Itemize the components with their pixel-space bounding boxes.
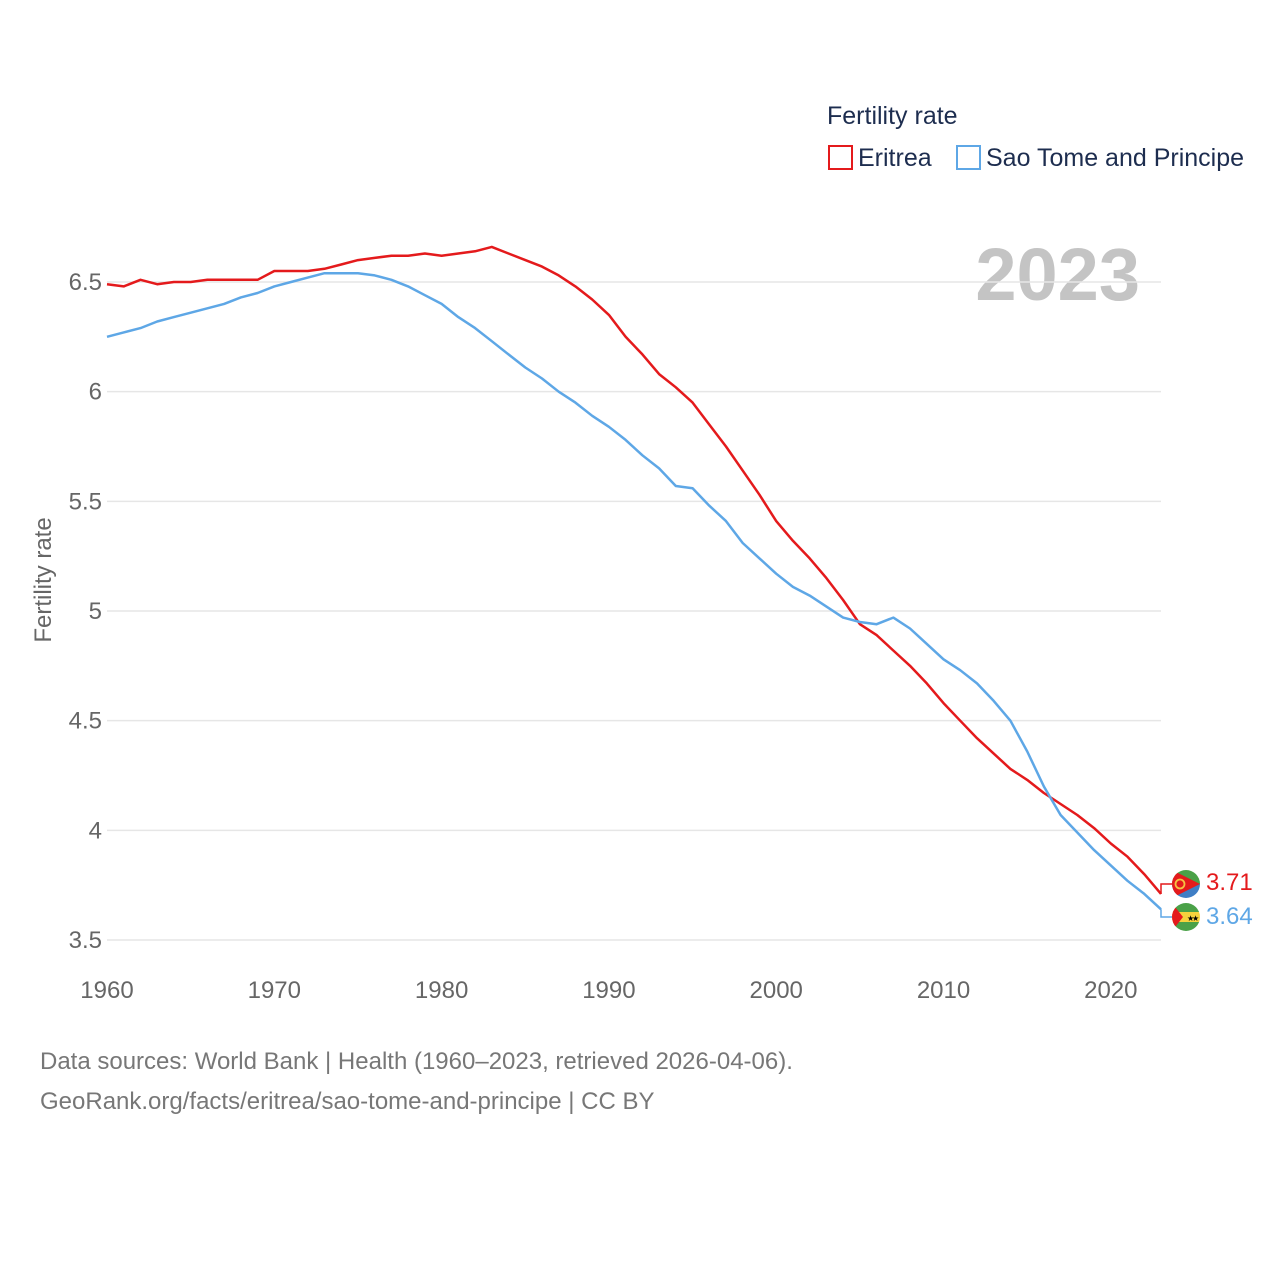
legend-item-eritrea[interactable]: Eritrea <box>828 144 932 172</box>
svg-text:★: ★ <box>1187 914 1194 923</box>
y-tick-label: 4.5 <box>69 708 102 735</box>
eritrea-flag-icon <box>1172 870 1200 898</box>
x-tick-label: 1990 <box>582 977 635 1004</box>
y-tick-label: 4 <box>89 817 102 844</box>
x-tick-label: 1980 <box>415 977 468 1004</box>
x-tick-label: 1970 <box>248 977 301 1004</box>
end-marker-eritrea: 3.71 <box>1160 869 1253 898</box>
legend-swatch-sao-tome <box>956 145 981 170</box>
data-source-footer: Data sources: World Bank | Health (1960–… <box>40 1042 793 1122</box>
legend-item-sao-tome[interactable]: Sao Tome and Principe <box>956 144 1244 172</box>
end-connector-sao-tome <box>1160 909 1172 918</box>
legend-label-sao-tome: Sao Tome and Principe <box>986 144 1244 172</box>
x-tick-label: 2010 <box>917 977 970 1004</box>
y-tick-label: 5 <box>89 598 102 625</box>
y-axis-ticks: 3.5 4 4.5 5 5.5 6 6.5 <box>69 269 102 954</box>
legend-title: Fertility rate <box>827 102 958 130</box>
end-value-sao-tome: 3.64 <box>1206 903 1253 930</box>
y-tick-label: 5.5 <box>69 488 102 515</box>
end-value-eritrea: 3.71 <box>1206 869 1253 896</box>
source-line: Data sources: World Bank | Health (1960–… <box>40 1048 793 1075</box>
x-axis-ticks: 1960 1970 1980 1990 2000 2010 2020 <box>80 977 1137 1004</box>
y-tick-label: 3.5 <box>69 927 102 954</box>
y-axis-label: Fertility rate <box>30 517 57 642</box>
end-marker-sao-tome: ★ ★ 3.64 <box>1160 903 1253 931</box>
svg-text:★: ★ <box>1192 914 1199 923</box>
legend-swatch-eritrea <box>828 145 853 170</box>
series-line-eritrea[interactable] <box>106 245 1162 895</box>
y-tick-label: 6 <box>89 379 102 406</box>
series-lines <box>106 245 1162 911</box>
year-display: 2023 <box>975 233 1140 316</box>
sao-tome-flag-icon: ★ ★ <box>1172 903 1200 931</box>
legend: Fertility rate Eritrea Sao Tome and Prin… <box>827 102 1244 172</box>
series-line-sao-tome[interactable] <box>106 271 1162 911</box>
legend-label-eritrea: Eritrea <box>858 144 932 172</box>
attribution-line[interactable]: GeoRank.org/facts/eritrea/sao-tome-and-p… <box>40 1088 655 1115</box>
gridlines <box>107 281 1161 941</box>
x-tick-label: 2000 <box>750 977 803 1004</box>
x-tick-label: 1960 <box>80 977 133 1004</box>
y-tick-label: 6.5 <box>69 269 102 296</box>
x-tick-label: 2020 <box>1084 977 1137 1004</box>
end-connector-eritrea <box>1160 883 1172 894</box>
